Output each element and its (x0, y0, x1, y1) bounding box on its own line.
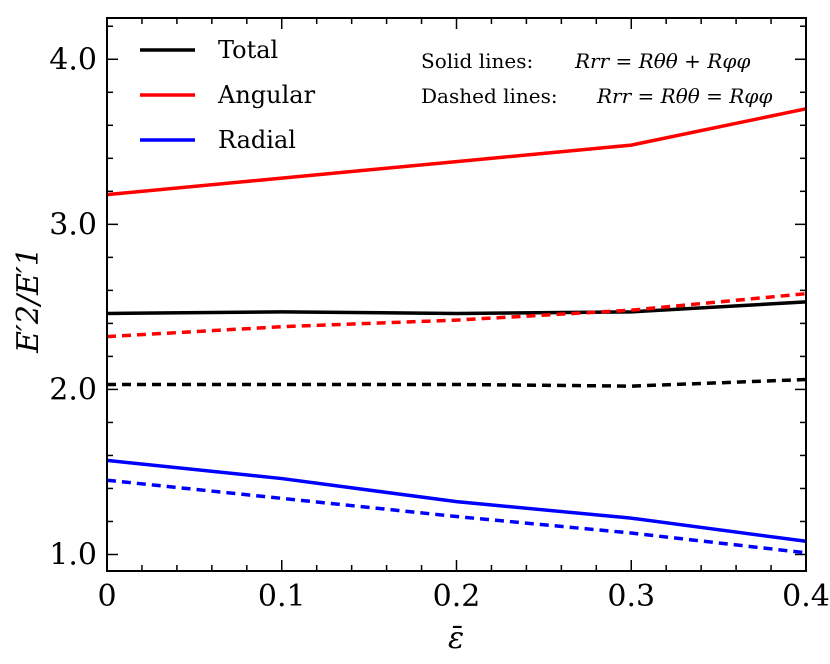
annotation-solid-prefix: Solid lines: (421, 49, 533, 73)
annotation-dashed: Dashed lines: Rrr = Rθθ = Rφφ (421, 84, 772, 108)
y-tick-label: 1.0 (49, 537, 97, 572)
series-group (106, 107, 807, 555)
tick-labels: 0 0.1 0.2 0.3 0.4 1.0 2.0 3.0 4.0 (49, 42, 830, 614)
y-tick-label: 3.0 (49, 207, 97, 242)
x-tick-label: 0.4 (782, 579, 830, 614)
y-axis-label-text: E′2/E′1 (11, 247, 46, 354)
annotation-solid: Solid lines: Rrr = Rθθ + Rφφ (421, 49, 750, 73)
y-axis-label: E′2/E′1 (11, 247, 46, 354)
y-tick-label: 2.0 (49, 372, 97, 407)
x-tick-label: 0.1 (258, 579, 306, 614)
x-axis-label: ε̄ (448, 621, 464, 656)
annotation-dashed-formula: Rrr = Rθθ = Rφφ (596, 84, 772, 108)
plot-area (107, 18, 806, 571)
legend-label-radial: Radial (218, 126, 296, 154)
legend: Total Angular Radial (140, 36, 316, 154)
x-tick-label: 0 (97, 579, 116, 614)
x-tick-label: 0.2 (433, 579, 481, 614)
annotation-solid-formula: Rrr = Rθθ + Rφφ (574, 49, 750, 73)
annotation-dashed-prefix: Dashed lines: (421, 84, 558, 108)
legend-label-angular: Angular (217, 81, 316, 109)
legend-label-total: Total (218, 36, 278, 64)
x-tick-label: 0.3 (607, 579, 655, 614)
plot-frame (106, 17, 807, 572)
y-tick-label: 4.0 (49, 42, 97, 77)
